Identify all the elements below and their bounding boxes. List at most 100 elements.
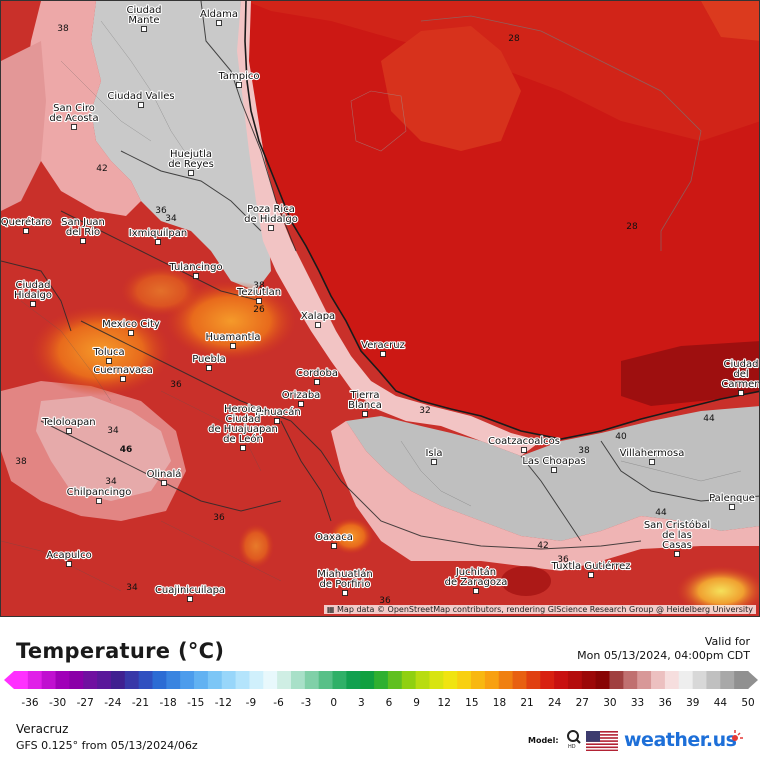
city-label: Tuxtla Gutiérrez [550,560,630,572]
contour-label: 34 [107,426,119,436]
color-scale-segment [415,671,430,689]
city-label: Coatzacoalcos [488,436,560,447]
city-dot [106,358,112,364]
city-label: Aldama [200,9,238,20]
sea-dark-patch [621,341,759,406]
city-marker[interactable]: Orizaba [281,389,321,407]
scale-tick-label: 0 [330,697,338,709]
city-marker[interactable]: Tehuacán [251,405,302,424]
color-scale-segment [623,671,638,689]
city-dot [738,390,744,396]
city-marker[interactable]: Teloloapan [40,416,97,434]
map-attribution: ▦ Map data © OpenStreetMap contributors,… [323,605,756,614]
city-marker[interactable]: Teziutlan [235,286,282,304]
city-dot [66,561,72,567]
city-marker[interactable]: Las Choapas [521,455,587,473]
city-marker[interactable]: Villahermosa [619,447,685,465]
color-scale-segment [457,671,472,689]
city-dot [71,124,77,130]
city-marker[interactable]: Toluca [91,346,126,364]
hot-zone-chiapas [676,566,759,616]
svg-text:HD: HD [568,744,576,749]
city-label: Oaxaca [315,532,353,543]
scale-tick-label: 33 [630,697,645,709]
city-dot [187,596,193,602]
color-scale-segment [484,671,500,689]
color-scale-segment [471,671,486,689]
contour-label: 34 [165,214,177,224]
city-marker[interactable]: Cordoba [295,367,339,385]
info-icon[interactable]: ▦ [326,605,335,614]
contour-line-28 [420,15,702,251]
city-marker[interactable]: Ciudad Valles [106,90,176,108]
color-scale-segment [664,671,680,689]
city-marker[interactable]: Mexico City [101,318,161,336]
city-marker[interactable]: Tampico [216,70,261,88]
city-marker[interactable]: Xalapa [300,310,336,328]
city-marker[interactable]: Coatzacoalcos [487,435,561,453]
city-label: Casas [662,540,692,551]
color-scale-segment [512,671,527,689]
color-scale-segment [318,671,334,689]
scale-tick-label: 12 [437,697,451,709]
city-marker[interactable]: Chilpancingo [66,486,132,504]
search-icon[interactable]: HD [566,729,582,749]
hot-zone-oaxaca [329,518,373,554]
city-dot [141,26,147,32]
contour-label: 34 [105,477,117,487]
city-marker[interactable]: Ixmiquilpan [128,227,188,245]
city-label: San Ciro [53,103,95,114]
city-dot [161,480,167,486]
hot-zone-south [238,524,274,568]
city-marker[interactable]: Aldama [199,8,239,26]
color-scale-segment [166,671,181,689]
city-marker[interactable]: Cuernavaca [92,364,154,382]
city-marker[interactable]: Puebla [191,353,227,371]
city-marker[interactable]: Isla [424,447,444,465]
city-marker[interactable]: Palenque [708,492,756,510]
city-marker[interactable]: Querétaro [1,215,52,234]
city-label: de Reyes [168,159,214,170]
color-scale-segment [429,671,444,689]
city-marker[interactable]: Cuajinicuilapa [154,584,226,602]
hot-zone-tulancingo [121,266,201,316]
brand-bar[interactable]: Model: HD weather.us [528,727,758,755]
state-borders [1,1,759,550]
city-marker[interactable]: Veracruz [360,339,406,357]
coastline [244,1,759,440]
color-scale-segment [194,671,209,689]
contour-label: 42 [96,164,107,174]
city-marker[interactable]: Tuxtla Gutiérrez [549,559,632,578]
city-label: Blanca [348,400,382,411]
city-dot [521,447,527,453]
pink-zone-isthmus [331,421,759,571]
city-dot [193,273,199,279]
city-marker[interactable]: Oaxaca [314,531,354,549]
city-marker[interactable]: Olinalá [145,467,183,486]
city-dot [216,20,222,26]
color-scale-segment [304,671,320,689]
city-label: Miahuatlán [317,568,373,580]
city-marker[interactable]: Tulancingo [167,261,224,279]
contour-label: 26 [253,305,265,315]
color-scale-bar [4,671,758,689]
city-marker[interactable]: Huamantla [204,331,262,349]
scale-tick-label: -27 [76,697,94,709]
city-marker[interactable]: Acapulco [45,549,93,567]
brand-name[interactable]: weather.us [624,729,737,751]
temperature-map[interactable]: 38 28 28 42 36 34 38 26 34 36 46 34 36 32 40 38 44 44 42 36… [0,0,760,617]
scale-tick-label: 6 [385,697,393,709]
color-scale [0,667,760,707]
